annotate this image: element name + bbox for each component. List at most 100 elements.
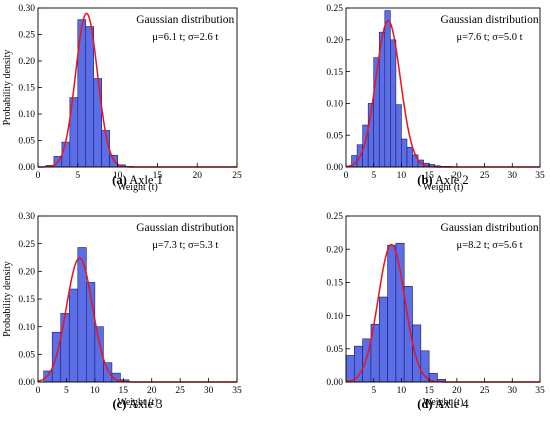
histogram-bar xyxy=(93,78,102,168)
x-tick-label: 10 xyxy=(113,171,123,181)
x-tick-label: 30 xyxy=(508,171,518,181)
legend-title: Gaussian distribution xyxy=(136,14,234,26)
y-tick-label: 0.15 xyxy=(326,279,343,289)
panel-caption: (d) Axle 4 xyxy=(417,397,469,411)
x-tick-label: 25 xyxy=(480,386,490,396)
histogram-bar xyxy=(406,146,413,168)
x-tick-label: 20 xyxy=(192,171,202,181)
legend-params: μ=7.6 t; σ=5.0 t xyxy=(457,32,523,43)
x-axis-label: Weight (t) xyxy=(117,397,158,408)
y-tick-label: 0.05 xyxy=(18,137,35,147)
histogram-bar xyxy=(68,288,79,383)
legend-title: Gaussian distribution xyxy=(441,14,539,26)
histogram-bar xyxy=(43,370,53,383)
y-tick-label: 0.30 xyxy=(18,212,35,222)
x-axis-label: Weight (t) xyxy=(117,182,158,193)
y-tick-label: 0.20 xyxy=(326,245,343,255)
y-tick-label: 0.25 xyxy=(326,212,343,222)
chart-panel-2: 0 5 10 15 20 25 30 35 0.00 0.05 0.10 0.15 0.20 0.25 We… xyxy=(326,4,545,193)
chart-panel-4: 5 10 15 20 25 30 35 0.00 0.05 0.10 0.15 0.20 0.25 Wei… xyxy=(326,212,545,411)
x-tick-label: 25 xyxy=(175,386,185,396)
histogram-bar xyxy=(378,296,388,383)
y-tick-label: 0.05 xyxy=(18,351,35,361)
y-axis-label: Probability density xyxy=(2,261,13,337)
x-tick-label: 15 xyxy=(424,171,434,181)
y-axis-label: Probability density xyxy=(2,50,13,126)
chart-panel-1: 0 5 10 15 20 25 0.00 0.05 0.10 0.15 0.20 0.25 0.30 We… xyxy=(2,4,242,193)
histogram-bar xyxy=(412,324,422,383)
histogram-bar xyxy=(384,10,391,168)
panel-caption: (a) Axle 1 xyxy=(112,173,163,187)
histogram-bar xyxy=(387,244,397,383)
legend-params: μ=7.3 t; σ=5.3 t xyxy=(152,240,218,251)
y-tick-label: 0.15 xyxy=(18,84,35,94)
x-tick-label: 25 xyxy=(232,171,242,181)
histogram-bar xyxy=(60,313,70,383)
legend-params: μ=6.1 t; σ=2.6 t xyxy=(152,32,218,43)
x-tick-label: 25 xyxy=(480,171,490,181)
y-tick-label: 0.25 xyxy=(18,240,35,250)
y-tick-label: 0.30 xyxy=(18,4,35,14)
y-tick-label: 0.10 xyxy=(18,323,35,333)
plot-frame xyxy=(345,7,541,168)
histogram-bar xyxy=(103,362,113,383)
y-tick-label: 0.10 xyxy=(18,110,35,120)
panel-caption-text: Axle 2 xyxy=(433,173,469,187)
x-tick-label: 5 xyxy=(371,171,376,181)
x-tick-label: 30 xyxy=(204,386,214,396)
y-tick-label: 0.20 xyxy=(18,57,35,67)
x-tick-label: 35 xyxy=(535,171,545,181)
plot-frame xyxy=(345,215,541,383)
x-tick-label: 15 xyxy=(153,171,163,181)
panel-letter: (d) xyxy=(417,397,432,411)
x-tick-label: 0 xyxy=(36,386,41,396)
histogram-bar xyxy=(390,39,397,168)
histogram-bar xyxy=(395,242,405,383)
y-tick-label: 0.00 xyxy=(326,378,343,388)
panel-letter: (a) xyxy=(112,173,127,187)
panel-letter: (c) xyxy=(113,397,127,411)
x-tick-label: 5 xyxy=(64,386,69,396)
y-tick-label: 0.00 xyxy=(326,163,343,173)
panel-caption: (b) Axle 2 xyxy=(417,173,468,187)
legend-params: μ=8.2 t; σ=5.6 t xyxy=(457,240,523,251)
histogram-bar xyxy=(85,26,95,168)
x-tick-label: 30 xyxy=(508,386,518,396)
y-tick-label: 0.20 xyxy=(326,36,343,46)
panel-caption-text: Axle 4 xyxy=(433,397,470,411)
histogram-bar xyxy=(412,154,419,168)
x-tick-label: 20 xyxy=(147,386,157,396)
y-tick-label: 0.05 xyxy=(326,345,343,355)
panel-caption-text: Axle 3 xyxy=(126,397,162,411)
x-axis-label: Weight (t) xyxy=(423,182,464,193)
histogram-bar xyxy=(345,355,355,383)
x-axis-label: Weight (t) xyxy=(423,397,464,408)
x-tick-label: 20 xyxy=(452,386,462,396)
chart-panel-3: 0 5 10 15 20 25 30 35 0.00 0.05 0.10 0.15 0.20 0.25 0.… xyxy=(2,212,242,411)
histogram-bar xyxy=(61,141,71,168)
y-tick-label: 0.15 xyxy=(326,68,343,78)
x-tick-label: 5 xyxy=(371,386,376,396)
y-tick-label: 0.25 xyxy=(326,4,343,14)
x-tick-label: 15 xyxy=(424,386,434,396)
y-tick-label: 0.05 xyxy=(326,131,343,141)
y-tick-label: 0.15 xyxy=(18,295,35,305)
panel-caption-text: Axle 1 xyxy=(127,173,163,187)
x-tick-label: 35 xyxy=(232,386,242,396)
histogram-bar xyxy=(109,155,118,168)
legend-title: Gaussian distribution xyxy=(441,222,539,234)
x-tick-label: 0 xyxy=(344,171,349,181)
y-tick-label: 0.00 xyxy=(18,163,35,173)
x-tick-label: 15 xyxy=(119,386,129,396)
y-tick-label: 0.10 xyxy=(326,312,343,322)
x-tick-label: 0 xyxy=(36,171,41,181)
panel-letter: (b) xyxy=(417,173,432,187)
x-tick-label: 10 xyxy=(397,171,407,181)
y-tick-label: 0.20 xyxy=(18,268,35,278)
legend-title: Gaussian distribution xyxy=(136,222,234,234)
y-tick-label: 0.25 xyxy=(18,31,35,41)
x-tick-label: 20 xyxy=(452,171,462,181)
x-tick-label: 10 xyxy=(90,386,100,396)
x-tick-label: 10 xyxy=(397,386,407,396)
